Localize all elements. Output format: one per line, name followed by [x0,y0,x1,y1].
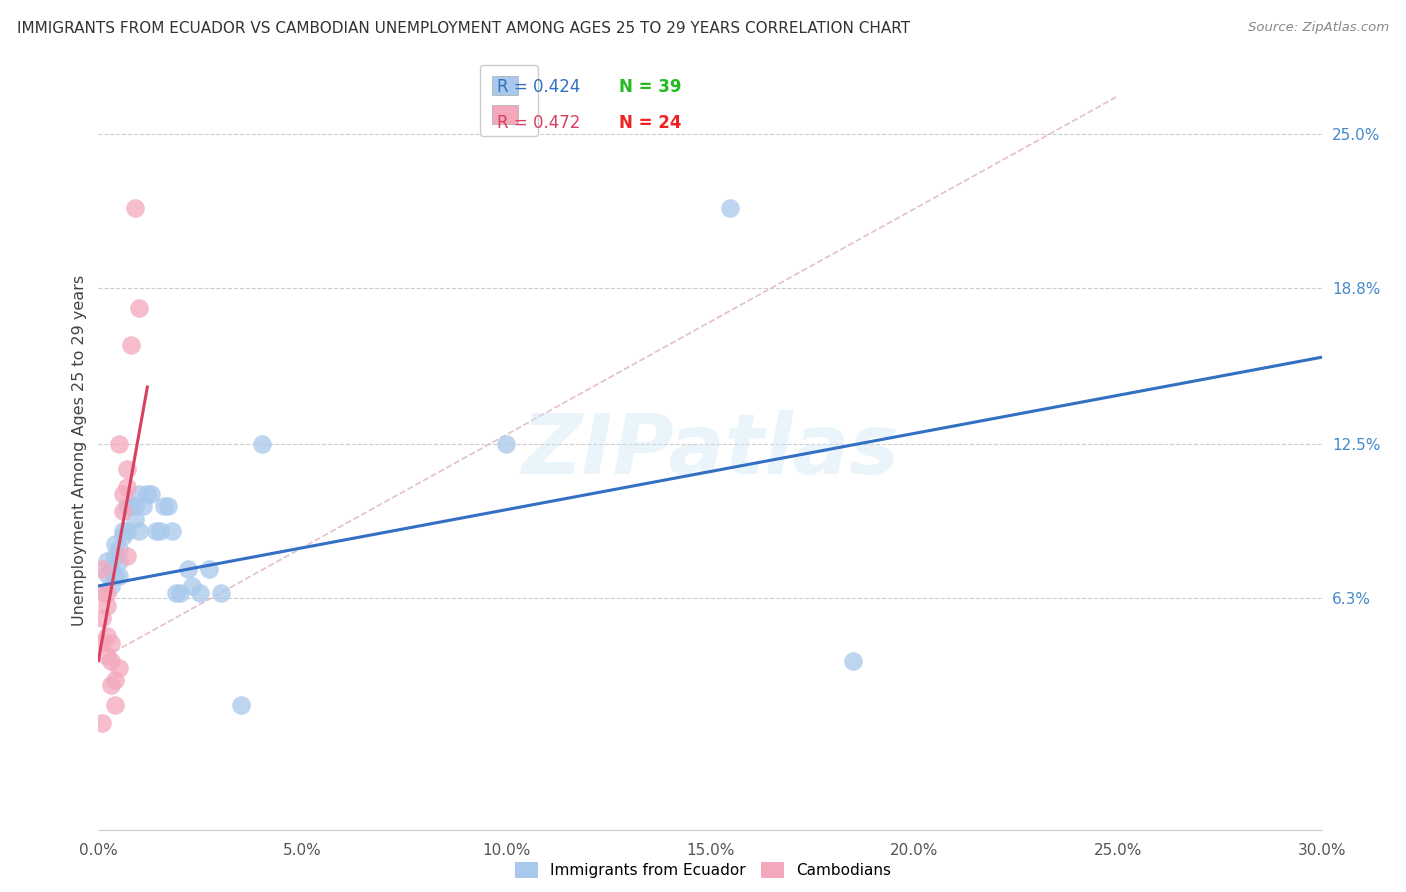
Point [96,586,118,600]
Point [128,487,150,501]
Point [91,715,114,730]
Point [91,636,114,650]
Legend: Immigrants from Ecuador, Cambodians: Immigrants from Ecuador, Cambodians [509,856,897,884]
Point [209,586,232,600]
Point [96,648,118,663]
Point [111,504,134,518]
Point [115,549,138,563]
Point [100,653,122,667]
Point [181,579,204,593]
Point [841,653,863,667]
Point [108,437,131,451]
Point [111,529,134,543]
Point [141,487,163,501]
Point [160,524,183,539]
Point [104,698,127,713]
Point [124,512,146,526]
Point [188,586,212,600]
Point [169,586,191,600]
Point [177,561,200,575]
Point [104,549,127,563]
Point [115,462,138,476]
Text: R = 0.472: R = 0.472 [496,113,579,132]
Point [100,636,122,650]
Point [124,500,146,514]
Point [128,524,150,539]
Point [231,698,253,713]
Point [136,487,159,501]
Point [115,524,138,539]
Text: N = 24: N = 24 [619,113,682,132]
Point [108,569,131,583]
Point [91,611,114,625]
Point [115,479,138,493]
Point [115,500,138,514]
Point [120,338,142,352]
Point [100,579,122,593]
Point [197,561,219,575]
Point [91,586,114,600]
Point [96,629,118,643]
Point [718,201,742,215]
Point [495,437,517,451]
Point [145,524,167,539]
Point [108,541,131,556]
Point [128,301,150,315]
Text: N = 39: N = 39 [619,78,682,95]
Point [111,524,134,539]
Point [250,437,273,451]
Text: R = 0.424: R = 0.424 [496,78,579,95]
Point [132,500,155,514]
Point [91,561,114,575]
Point [108,661,131,675]
Point [96,599,118,613]
Point [96,554,118,568]
Text: ZIPatlas: ZIPatlas [522,410,898,491]
Point [100,561,122,575]
Point [156,500,179,514]
Y-axis label: Unemployment Among Ages 25 to 29 years: Unemployment Among Ages 25 to 29 years [72,275,87,626]
Text: Source: ZipAtlas.com: Source: ZipAtlas.com [1249,21,1389,34]
Point [104,673,127,688]
Point [100,678,122,692]
Point [152,500,174,514]
Legend: , : , [479,64,538,136]
Point [108,554,131,568]
Point [111,487,134,501]
Point [124,201,146,215]
Point [104,537,127,551]
Text: IMMIGRANTS FROM ECUADOR VS CAMBODIAN UNEMPLOYMENT AMONG AGES 25 TO 29 YEARS CORR: IMMIGRANTS FROM ECUADOR VS CAMBODIAN UNE… [17,21,910,36]
Point [165,586,187,600]
Point [104,569,127,583]
Point [120,500,142,514]
Point [149,524,172,539]
Point [96,566,118,581]
